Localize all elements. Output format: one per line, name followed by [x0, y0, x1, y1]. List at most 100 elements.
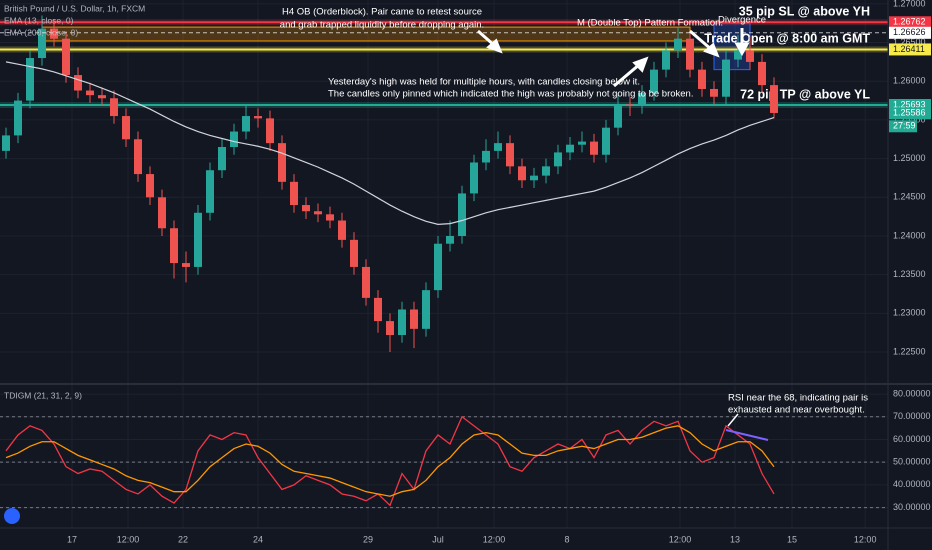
arrows [477, 28, 750, 427]
price-label: 1.26626 [893, 27, 926, 37]
price-label: 1.26762 [893, 17, 926, 27]
candle-body [74, 75, 82, 91]
candle-body [194, 212, 202, 267]
price-label: 1.25693 [893, 99, 926, 109]
candle-body [14, 100, 22, 136]
candle-body [362, 266, 370, 298]
candle-body [590, 141, 598, 155]
x-tick-label: 17 [67, 534, 77, 544]
candle-body [758, 61, 766, 86]
annotation: exhausted and near overbought. [728, 405, 865, 416]
legend-rsi: TDIGM (21, 31, 2, 9) [4, 390, 82, 400]
y-tick-label: 1.23500 [893, 269, 926, 279]
legend-ema200: EMA (200, close, 0) [4, 27, 78, 37]
arrow [613, 62, 641, 88]
y-tick-label: 60.00000 [893, 434, 931, 444]
candle-body [554, 152, 562, 167]
arrow-head [486, 38, 503, 54]
y-tick-label: 80.00000 [893, 388, 931, 398]
candle-body [122, 116, 130, 140]
y-tick-label: 1.25000 [893, 153, 926, 163]
candle-body [506, 143, 514, 167]
candle-body [98, 95, 106, 99]
x-tick-label: Jul [432, 534, 444, 544]
candle-body [734, 50, 742, 60]
candle-body [326, 214, 334, 221]
candle-body [230, 131, 238, 148]
candle-body [350, 239, 358, 267]
ema-line [5, 61, 775, 225]
arrow [727, 413, 739, 427]
y-tick-label: 40.00000 [893, 479, 931, 489]
candle-body [182, 263, 190, 267]
y-tick-label: 1.24000 [893, 230, 926, 240]
annotation: Divergence [718, 15, 766, 26]
candle-body [110, 98, 118, 117]
x-tick-label: 12:00 [669, 534, 692, 544]
y-tick-label: 1.23000 [893, 308, 926, 318]
indicator-line [5, 425, 775, 497]
legend-ema13: EMA (13, close, 0) [4, 15, 74, 25]
candle-body [518, 166, 526, 181]
candle-body [746, 50, 754, 62]
candle-body [722, 59, 730, 97]
countdown-bg [889, 120, 917, 133]
y-tick-label: 1.25500 [893, 114, 926, 124]
candle-body [314, 211, 322, 215]
candle-body [2, 135, 10, 151]
x-tick-label: 12:00 [483, 534, 506, 544]
candle-body [662, 50, 670, 70]
y-tick-label: 1.22500 [893, 346, 926, 356]
level-text: 72 pip TP @ above YL [740, 87, 870, 101]
candle-body [218, 147, 226, 171]
candle-body [302, 205, 310, 212]
level-text: Trade Open @ 8:00 am GMT [704, 32, 870, 46]
candle-body [614, 104, 622, 128]
candle-body [86, 90, 94, 96]
candle-body [38, 28, 46, 59]
candle-body [146, 174, 154, 198]
arrow-head [632, 56, 649, 73]
candle-body [686, 38, 694, 70]
candle-body [770, 85, 778, 113]
candle-body [398, 309, 406, 336]
x-tick-label: 13 [730, 534, 740, 544]
candle-body [566, 144, 574, 153]
candle-body [674, 38, 682, 51]
candle-body [494, 143, 502, 151]
x-tick-label: 22 [178, 534, 188, 544]
annotation: RSI near the 68, indicating pair is [728, 393, 868, 404]
indicator-line [5, 415, 775, 507]
candle-body [542, 166, 550, 176]
arrow-head [703, 42, 720, 58]
price-label-bg [889, 43, 931, 56]
candle-body [242, 116, 250, 132]
y-tick-label: 30.00000 [893, 502, 931, 512]
x-tick-label: 8 [564, 534, 569, 544]
candle-body [638, 92, 646, 107]
x-tick-label: 15 [787, 534, 797, 544]
candle-body [434, 243, 442, 291]
candle-body [26, 58, 34, 101]
y-tick-label: 1.26500 [893, 37, 926, 47]
candle-body [626, 104, 634, 107]
divergence-line [725, 429, 769, 441]
countdown: 27:59 [893, 121, 916, 131]
candle-body [530, 175, 538, 181]
x-tick-label: 12:00 [854, 534, 877, 544]
candle-body [158, 197, 166, 229]
candle-body [278, 143, 286, 182]
annotation: and grab trapped liquidity before droppi… [280, 20, 484, 31]
annotation: Yesterday's high was held for multiple h… [328, 77, 640, 88]
arrow [689, 29, 713, 52]
candle-body [134, 139, 142, 175]
candle-body [266, 118, 274, 144]
price-label-bg [889, 16, 931, 29]
candle-body [290, 181, 298, 206]
price-label-bg [889, 107, 931, 120]
x-tick-label: 24 [253, 534, 263, 544]
candle-body [446, 235, 454, 244]
price-label: 1.25586 [893, 108, 926, 118]
price-label-bg [889, 26, 931, 39]
